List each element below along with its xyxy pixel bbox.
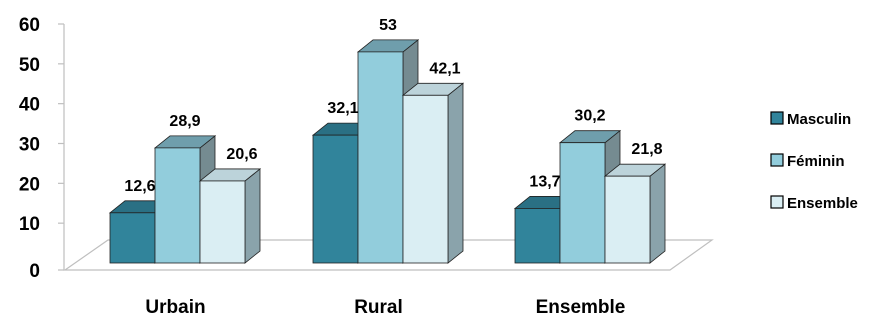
legend-swatch — [770, 153, 784, 167]
bar-side — [447, 82, 464, 264]
x-category-label: Ensemble — [536, 297, 626, 318]
y-tick-label: 50 — [19, 55, 40, 76]
data-label: 53 — [379, 17, 397, 34]
legend-item-masculin: Masculin — [770, 111, 851, 128]
y-tick-label: 0 — [29, 261, 40, 282]
y-tick-label: 20 — [19, 174, 40, 195]
data-label: 32,1 — [327, 100, 358, 117]
data-label: 30,2 — [574, 108, 605, 125]
legend-swatch — [770, 195, 784, 209]
data-label: 42,1 — [429, 60, 460, 77]
bar-ensemble-ensemble — [603, 163, 667, 264]
legend-item-féminin: Féminin — [770, 153, 845, 170]
bar-front — [312, 134, 359, 264]
legend-swatch — [770, 111, 784, 125]
y-tick-label: 10 — [19, 214, 40, 235]
bar-side — [649, 163, 666, 264]
bar-front — [604, 175, 651, 264]
x-category-label: Rural — [354, 297, 403, 318]
y-tick-label: 60 — [19, 15, 40, 36]
bar-ensemble-urbain — [198, 168, 262, 264]
data-label: 28,9 — [169, 113, 200, 130]
bar-front — [357, 51, 404, 264]
bar-front — [559, 142, 606, 264]
data-label: 21,8 — [631, 141, 662, 158]
y-axis: 0 10 20 30 40 50 60 — [19, 15, 65, 282]
data-label: 13,7 — [529, 173, 560, 190]
legend-label: Féminin — [787, 153, 845, 170]
bars — [108, 39, 667, 264]
y-tick-label: 30 — [19, 135, 40, 156]
bar-side — [244, 168, 261, 264]
bar-front — [514, 208, 561, 264]
legend-label: Ensemble — [787, 195, 858, 212]
legend-label: Masculin — [787, 111, 851, 128]
data-label: 20,6 — [226, 146, 257, 163]
x-axis-labels: Urbain Rural Ensemble — [145, 297, 625, 318]
data-labels: 12,6 28,9 20,6 32,1 53 42,1 13,7 30,2 21,8 — [124, 17, 662, 195]
bar-front — [154, 147, 201, 264]
bar-front — [402, 94, 449, 264]
x-category-label: Urbain — [145, 297, 205, 318]
bar-front — [199, 180, 246, 264]
y-tick-label: 40 — [19, 95, 40, 116]
bar-ensemble-rural — [401, 82, 465, 264]
legend-item-ensemble: Ensemble — [770, 195, 858, 212]
legend: Masculin Féminin Ensemble — [770, 111, 858, 212]
bar-front — [109, 212, 156, 264]
data-label: 12,6 — [124, 178, 155, 195]
